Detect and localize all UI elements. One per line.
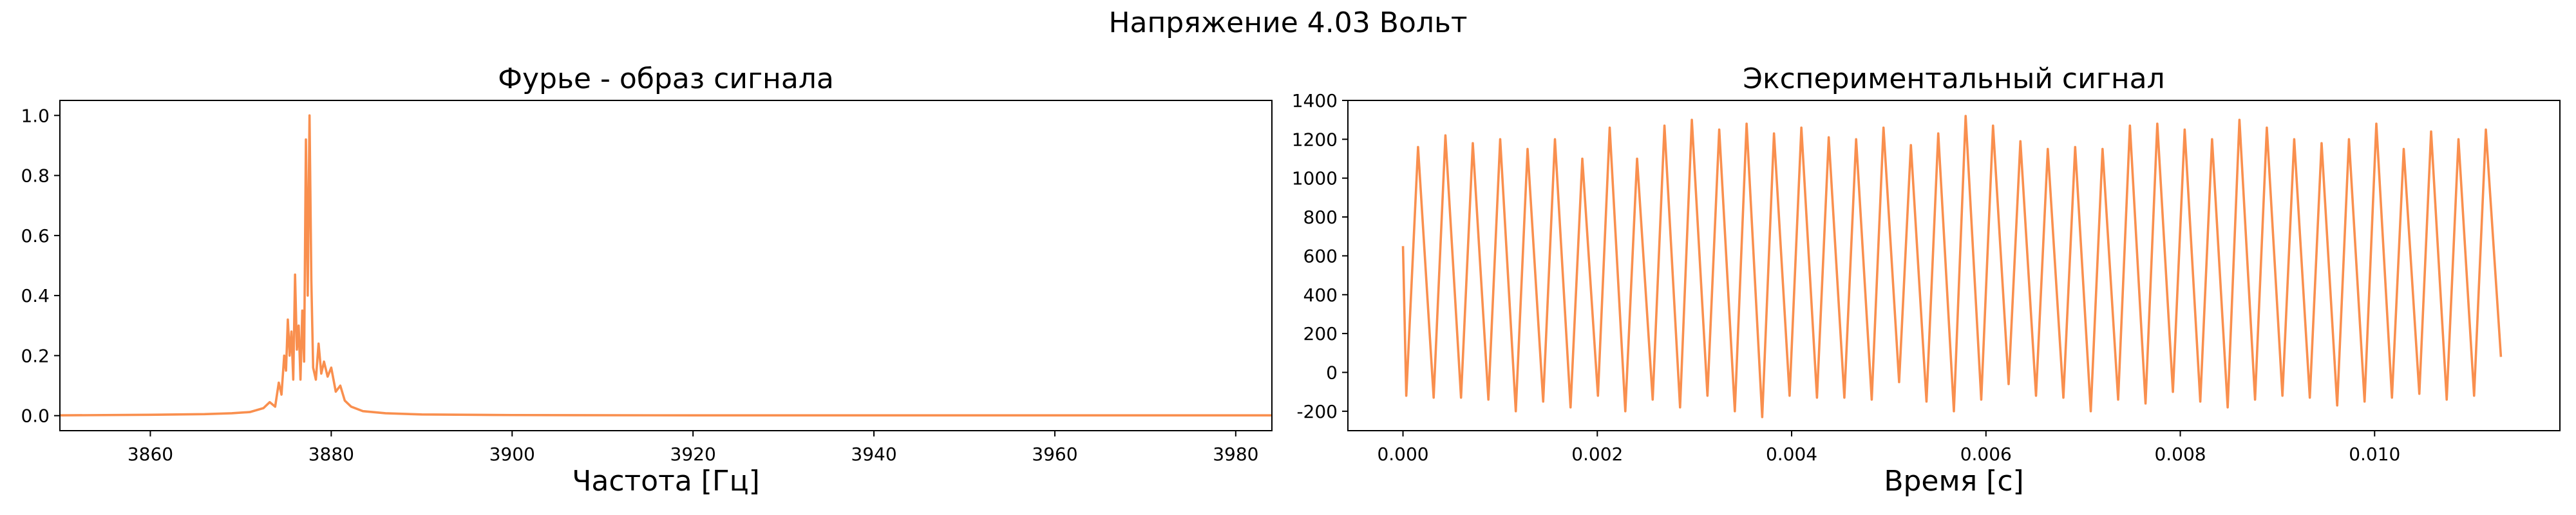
x-tick-label: 3860 — [128, 444, 173, 465]
y-tick-label: 400 — [1303, 285, 1338, 306]
x-tick-label: 3940 — [851, 444, 896, 465]
figure-suptitle: Напряжение 4.03 Вольт — [1108, 6, 1467, 39]
signal-chart-xlabel: Время [с] — [1884, 465, 2023, 498]
y-tick-label: 0.4 — [21, 285, 50, 306]
fourier-chart-xlabel: Частота [Гц] — [572, 465, 760, 498]
fourier-chart: Фурье - образ сигнала Частота [Гц] 3860 3… — [21, 62, 1273, 498]
y-tick-label: 1400 — [1292, 90, 1338, 111]
x-tick-label: 3980 — [1213, 444, 1258, 465]
x-tick-label: 0.008 — [2154, 444, 2206, 465]
y-tick-label: 0 — [1326, 362, 1338, 383]
x-tick-label: 3920 — [670, 444, 716, 465]
x-tick-label: 3900 — [489, 444, 535, 465]
y-tick-label: -200 — [1296, 401, 1338, 422]
x-tick-label: 0.004 — [1766, 444, 1817, 465]
x-tick-label: 0.010 — [2349, 444, 2400, 465]
fourier-chart-title: Фурье - образ сигнала — [498, 62, 834, 95]
x-tick-label: 0.002 — [1571, 444, 1623, 465]
y-tick-label: 1.0 — [21, 105, 50, 126]
y-tick-label: 0.8 — [21, 165, 50, 187]
x-tick-label: 0.006 — [1960, 444, 2012, 465]
y-tick-label: 600 — [1303, 245, 1338, 267]
y-tick-label: 0.0 — [21, 406, 50, 427]
y-tick-label: 200 — [1303, 323, 1338, 344]
axes-frame — [59, 100, 1273, 431]
signal-chart-title: Экспериментальный сигнал — [1743, 62, 2164, 95]
series-line — [60, 114, 1272, 417]
y-tick-label: 0.6 — [21, 225, 50, 247]
x-tick-label: 0.000 — [1377, 444, 1428, 465]
signal-chart: Экспериментальный сигнал Время [с] 0.000… — [1292, 62, 2561, 498]
y-tick-label: 0.2 — [21, 345, 50, 366]
x-tick-label: 3880 — [308, 444, 354, 465]
axes-frame — [1347, 100, 2561, 431]
series-line — [1401, 115, 2503, 418]
y-tick-label: 800 — [1303, 207, 1338, 228]
y-tick-label: 1000 — [1292, 168, 1338, 189]
y-tick-label: 1200 — [1292, 129, 1338, 150]
x-tick-label: 3960 — [1032, 444, 1077, 465]
